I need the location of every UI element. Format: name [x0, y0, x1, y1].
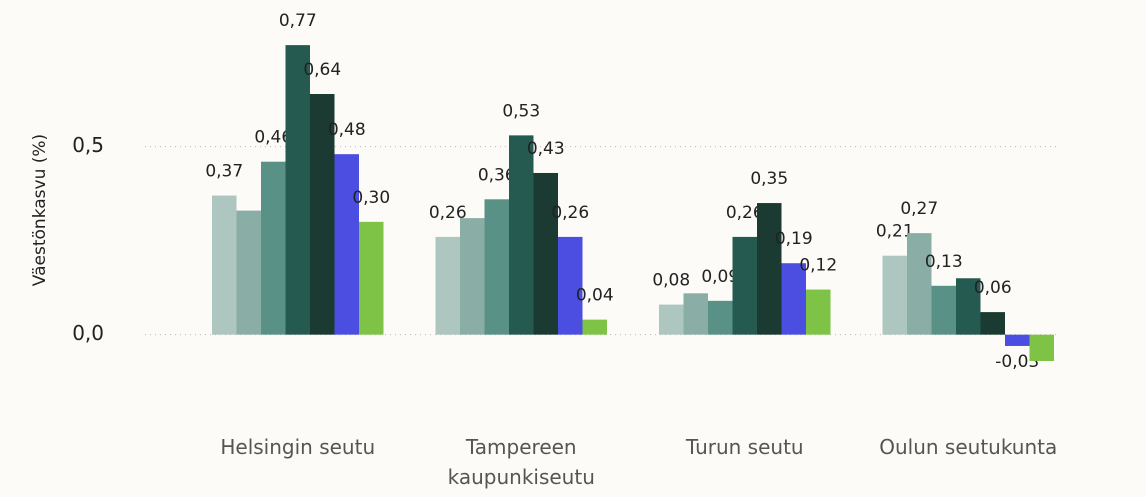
bar: [781, 263, 806, 335]
bar: [1005, 334, 1030, 346]
data-label: 0,12: [799, 256, 837, 276]
x-tick-label: Tampereen kaupunkiseutu: [447, 435, 595, 489]
x-tick-label: Helsingin seutu: [220, 435, 376, 459]
data-label: 0,21: [876, 222, 914, 242]
data-label: 0,06: [974, 278, 1012, 298]
data-label: 0,30: [352, 188, 390, 208]
bar: [582, 319, 607, 335]
data-label: 0,53: [502, 101, 540, 121]
data-label: 0,35: [750, 169, 788, 189]
bar: [1029, 334, 1054, 361]
bar: [212, 195, 237, 335]
bar: [980, 312, 1005, 335]
data-label: 0,36: [478, 165, 516, 185]
bar: [882, 255, 907, 335]
data-label: -0,03: [995, 352, 1039, 372]
data-label: 0,37: [205, 162, 243, 182]
data-label: 0,09: [701, 267, 739, 287]
bar: [558, 236, 583, 335]
bar: [310, 94, 335, 335]
bar: [683, 293, 708, 335]
bar: [460, 218, 485, 335]
bar: [435, 236, 460, 335]
data-label: 0,46: [254, 128, 292, 148]
y-axis-title: Väestönkasvu (%): [30, 134, 50, 286]
bar: [236, 210, 261, 335]
bar: [261, 161, 286, 335]
data-label: 0,04: [576, 286, 614, 306]
data-label: 0,27: [900, 199, 938, 219]
bar: [533, 172, 558, 335]
data-label: 0,13: [925, 252, 963, 272]
data-label: 0,77: [279, 11, 317, 31]
bar: [359, 221, 384, 335]
x-tick-label: Oulun seutukunta: [879, 435, 1058, 459]
bar: [806, 289, 831, 335]
data-label: 0,26: [551, 203, 589, 223]
data-label: 0,48: [328, 120, 366, 140]
data-label: 0,26: [429, 203, 467, 223]
bar: [484, 199, 509, 335]
bar: [334, 154, 359, 335]
bar: [907, 233, 932, 335]
data-label: 0,64: [303, 60, 341, 80]
bar: [285, 45, 310, 335]
bar: [757, 203, 782, 335]
y-tick-label: 0,5: [72, 133, 104, 157]
bar: [956, 278, 981, 335]
bar: [659, 304, 684, 335]
bar: [708, 300, 733, 335]
bar: [732, 236, 757, 335]
bar: [509, 135, 534, 335]
data-label: 0,19: [775, 229, 813, 249]
data-label: 0,08: [652, 271, 690, 291]
data-label: 0,26: [726, 203, 764, 223]
bar: [931, 285, 956, 335]
x-tick-label: Turun seutu: [685, 435, 804, 459]
data-label: 0,43: [527, 139, 565, 159]
y-tick-label: 0,0: [72, 321, 104, 345]
